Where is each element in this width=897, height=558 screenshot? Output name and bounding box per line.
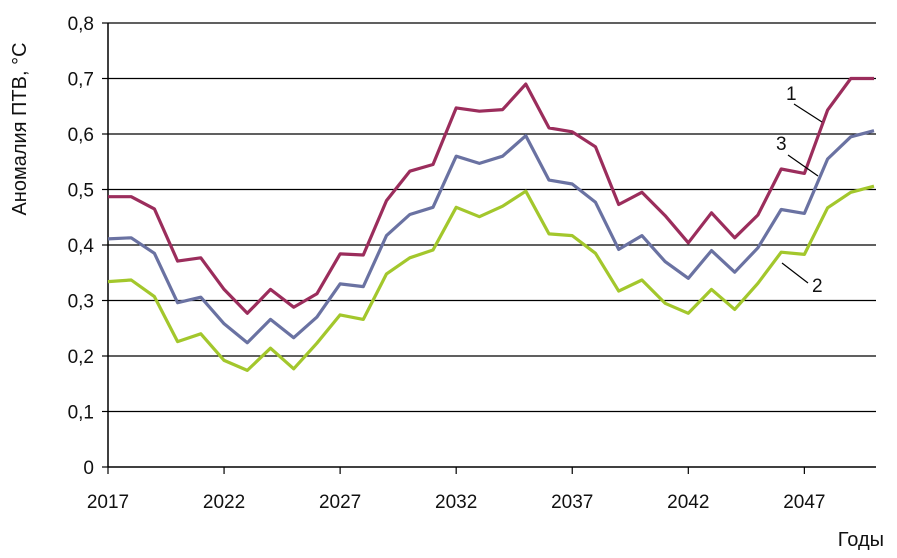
series-line-2 (107, 184, 875, 372)
series-label-leader (781, 262, 809, 284)
series-lines (107, 76, 875, 372)
y-tick-label: 0,5 (68, 181, 94, 202)
x-tick-label: 2037 (551, 492, 593, 513)
y-tick-label: 0,8 (68, 14, 94, 35)
x-tick-label: 2027 (319, 492, 361, 513)
x-tick-label: 2042 (667, 492, 709, 513)
series-line-3 (107, 129, 875, 345)
x-tick-label: 2017 (87, 492, 129, 513)
y-tick-label: 0,3 (68, 292, 94, 313)
series-labels: 1 3 2 (776, 84, 823, 297)
axes (102, 22, 876, 474)
y-tick-label: 0,6 (68, 125, 94, 146)
y-axis-title: Аномалия ПТВ, °С (9, 42, 31, 215)
series-label-leader (793, 103, 823, 123)
series-line-1 (108, 76, 874, 315)
x-tick-label: 2047 (783, 492, 825, 513)
x-axis-title: Годы (838, 529, 884, 551)
grid-lines (108, 22, 876, 413)
series-label-3: 3 (776, 134, 787, 155)
y-tick-label: 0,2 (68, 347, 94, 368)
y-tick-labels: 0 0,1 0,2 0,3 0,4 0,5 0,6 0,7 0,8 (68, 14, 95, 479)
x-tick-labels: 2017 2022 2027 2032 2037 2042 2047 (87, 492, 826, 513)
series-label-1: 1 (786, 84, 797, 105)
y-tick-label: 0,1 (68, 403, 94, 424)
y-tick-label: 0 (83, 458, 94, 479)
y-tick-label: 0,7 (68, 70, 94, 91)
y-tick-label: 0,4 (68, 236, 95, 257)
x-tick-label: 2022 (203, 492, 245, 513)
x-tick-label: 2032 (435, 492, 477, 513)
series-label-leader (787, 154, 819, 177)
series-label-2: 2 (812, 276, 823, 297)
